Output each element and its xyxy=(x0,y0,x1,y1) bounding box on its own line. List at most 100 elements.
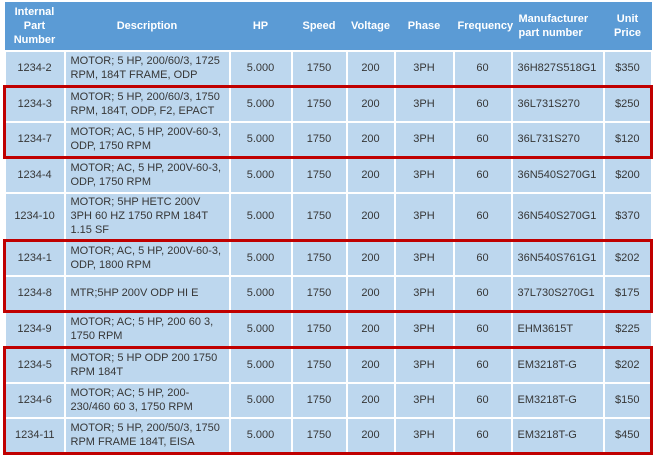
cell-frequency: 60 xyxy=(452,121,513,159)
cell-voltage: 200 xyxy=(345,156,396,194)
parts-price-table-container: Internal Part Number Description HP Spee… xyxy=(3,2,653,455)
table-row: 1234-8 MTR;5HP 200V ODP HI E 5.000 1750 200 3… xyxy=(3,275,653,313)
cell-description: MOTOR; 5 HP, 200/60/3, 1725 RPM, 184T FR… xyxy=(63,50,231,88)
cell-phase: 3PH xyxy=(393,85,455,123)
column-header-speed: Speed xyxy=(291,2,347,52)
cell-speed: 1750 xyxy=(290,417,348,455)
cell-unit-price: $450 xyxy=(602,417,653,455)
cell-speed: 1750 xyxy=(290,50,348,88)
cell-voltage: 200 xyxy=(345,121,396,159)
cell-speed: 1750 xyxy=(290,192,348,242)
cell-description: MOTOR; AC; 5 HP, 200-230/460 60 3, 1750 … xyxy=(63,382,231,420)
cell-voltage: 200 xyxy=(345,382,396,420)
cell-hp: 5.000 xyxy=(228,239,293,278)
cell-part-number: 1234-10 xyxy=(3,192,66,242)
cell-hp: 5.000 xyxy=(228,192,293,242)
cell-manufacturer-part-number: 37L730S270G1 xyxy=(510,275,605,313)
cell-speed: 1750 xyxy=(290,239,348,278)
column-header-manufacturer-part-number: Manufacturer part number xyxy=(511,2,604,52)
cell-part-number: 1234-11 xyxy=(3,417,66,455)
cell-hp: 5.000 xyxy=(228,346,293,385)
cell-frequency: 60 xyxy=(452,50,513,88)
cell-hp: 5.000 xyxy=(228,310,293,349)
cell-manufacturer-part-number: EM3218T-G xyxy=(510,346,605,385)
cell-hp: 5.000 xyxy=(228,382,293,420)
cell-hp: 5.000 xyxy=(228,275,293,313)
cell-part-number: 1234-1 xyxy=(3,239,66,278)
table-row: 1234-6 MOTOR; AC; 5 HP, 200-230/460 60 3,… xyxy=(3,382,653,420)
cell-hp: 5.000 xyxy=(228,50,293,88)
cell-frequency: 60 xyxy=(452,85,513,123)
table-row: 1234-2 MOTOR; 5 HP, 200/60/3, 1725 RPM, 1… xyxy=(3,50,653,88)
cell-voltage: 200 xyxy=(345,346,396,385)
cell-frequency: 60 xyxy=(452,275,513,313)
cell-part-number: 1234-7 xyxy=(3,121,66,159)
cell-hp: 5.000 xyxy=(228,156,293,194)
cell-phase: 3PH xyxy=(393,50,455,88)
cell-frequency: 60 xyxy=(452,346,513,385)
cell-speed: 1750 xyxy=(290,382,348,420)
cell-unit-price: $202 xyxy=(602,346,653,385)
table-row: 1234-10 MOTOR; 5HP HETC 200V 3PH 60 HZ 17… xyxy=(3,192,653,242)
cell-speed: 1750 xyxy=(290,346,348,385)
cell-part-number: 1234-6 xyxy=(3,382,66,420)
column-header-internal-part-number: Internal Part Number xyxy=(4,2,65,52)
cell-unit-price: $202 xyxy=(602,239,653,278)
cell-description: MTR;5HP 200V ODP HI E xyxy=(63,275,231,313)
cell-manufacturer-part-number: 36N540S761G1 xyxy=(510,239,605,278)
cell-description: MOTOR; 5 HP, 200/60/3, 1750 RPM, 184T, O… xyxy=(63,85,231,123)
cell-hp: 5.000 xyxy=(228,417,293,455)
cell-description: MOTOR; 5 HP, 200/50/3, 1750 RPM FRAME 18… xyxy=(63,417,231,455)
cell-description: MOTOR; AC; 5 HP, 200 60 3, 1750 RPM xyxy=(63,310,231,349)
cell-phase: 3PH xyxy=(393,156,455,194)
cell-description: MOTOR; 5 HP ODP 200 1750 RPM 184T xyxy=(63,346,231,385)
table-row: 1234-7 MOTOR; AC, 5 HP, 200V-60-3, ODP, 1… xyxy=(3,121,653,159)
column-header-voltage: Voltage xyxy=(346,2,395,52)
table-row: 1234-9 MOTOR; AC; 5 HP, 200 60 3, 1750 RP… xyxy=(3,310,653,349)
cell-manufacturer-part-number: 36N540S270G1 xyxy=(510,156,605,194)
highlighted-row-group: 1234-3 MOTOR; 5 HP, 200/60/3, 1750 RPM, 1… xyxy=(3,85,653,159)
cell-manufacturer-part-number: EM3218T-G xyxy=(510,382,605,420)
cell-unit-price: $200 xyxy=(602,156,653,194)
cell-speed: 1750 xyxy=(290,310,348,349)
cell-frequency: 60 xyxy=(452,310,513,349)
column-header-phase: Phase xyxy=(394,2,454,52)
column-header-frequency: Frequency xyxy=(453,2,513,52)
cell-part-number: 1234-9 xyxy=(3,310,66,349)
table-row: 1234-1 MOTOR; AC, 5 HP, 200V-60-3, ODP, 1… xyxy=(3,239,653,278)
cell-description: MOTOR; 5HP HETC 200V 3PH 60 HZ 1750 RPM … xyxy=(63,192,231,242)
cell-part-number: 1234-5 xyxy=(3,346,66,385)
table-header: Internal Part Number Description HP Spee… xyxy=(4,2,652,52)
cell-manufacturer-part-number: 36L731S270 xyxy=(510,121,605,159)
cell-part-number: 1234-2 xyxy=(3,50,66,88)
cell-manufacturer-part-number: EM3218T-G xyxy=(510,417,605,455)
cell-phase: 3PH xyxy=(393,346,455,385)
cell-phase: 3PH xyxy=(393,310,455,349)
cell-manufacturer-part-number: 36L731S270 xyxy=(510,85,605,123)
row-group: 1234-9 MOTOR; AC; 5 HP, 200 60 3, 1750 RP… xyxy=(3,310,653,349)
cell-phase: 3PH xyxy=(393,382,455,420)
column-header-description: Description xyxy=(64,2,230,52)
cell-phase: 3PH xyxy=(393,417,455,455)
cell-unit-price: $120 xyxy=(602,121,653,159)
cell-voltage: 200 xyxy=(345,50,396,88)
cell-speed: 1750 xyxy=(290,275,348,313)
row-group: 1234-2 MOTOR; 5 HP, 200/60/3, 1725 RPM, 1… xyxy=(3,50,653,88)
cell-speed: 1750 xyxy=(290,121,348,159)
cell-phase: 3PH xyxy=(393,121,455,159)
cell-phase: 3PH xyxy=(393,239,455,278)
row-group: 1234-4 MOTOR; AC, 5 HP, 200V-60-3, ODP, 1… xyxy=(3,156,653,242)
table-row: 1234-11 MOTOR; 5 HP, 200/50/3, 1750 RPM F… xyxy=(3,417,653,455)
cell-speed: 1750 xyxy=(290,85,348,123)
cell-hp: 5.000 xyxy=(228,85,293,123)
column-header-unit-price: Unit Price xyxy=(603,2,652,52)
header-row: Internal Part Number Description HP Spee… xyxy=(4,2,652,52)
cell-unit-price: $225 xyxy=(602,310,653,349)
column-header-hp: HP xyxy=(229,2,292,52)
cell-part-number: 1234-8 xyxy=(3,275,66,313)
cell-description: MOTOR; AC, 5 HP, 200V-60-3, ODP, 1750 RP… xyxy=(63,156,231,194)
cell-voltage: 200 xyxy=(345,310,396,349)
cell-description: MOTOR; AC, 5 HP, 200V-60-3, ODP, 1750 RP… xyxy=(63,121,231,159)
cell-manufacturer-part-number: 36N540S270G1 xyxy=(510,192,605,242)
table-row: 1234-4 MOTOR; AC, 5 HP, 200V-60-3, ODP, 1… xyxy=(3,156,653,194)
